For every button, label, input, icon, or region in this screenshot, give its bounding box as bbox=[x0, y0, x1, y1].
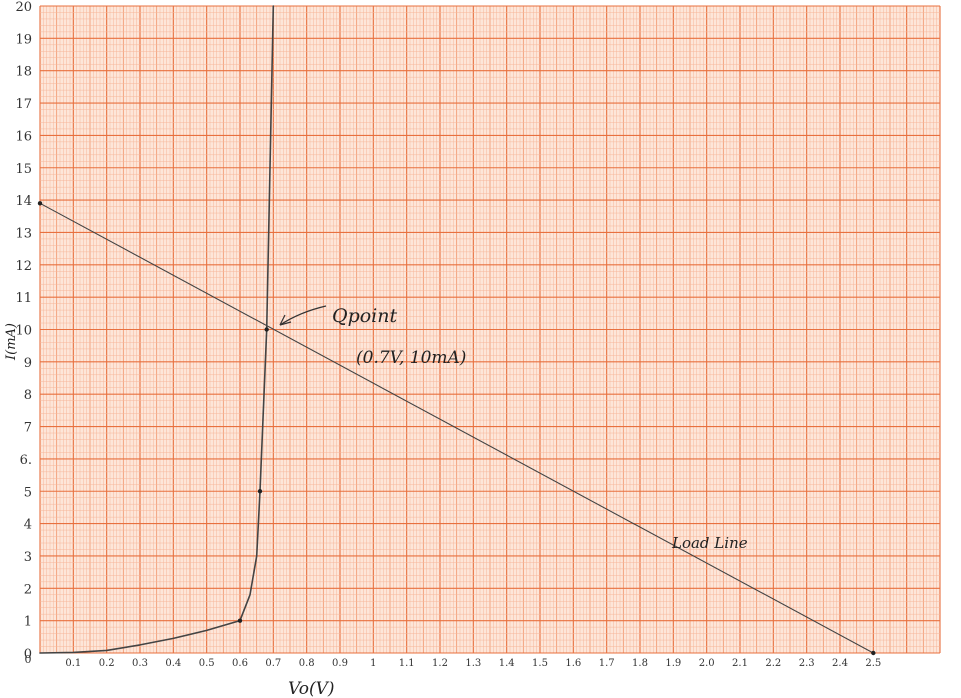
markers bbox=[37, 201, 876, 656]
x-tick-label: 1.4 bbox=[499, 658, 515, 669]
data-point-marker bbox=[871, 650, 876, 656]
y-tick-label: 3 bbox=[24, 550, 32, 565]
x-tick-label: 2.3 bbox=[799, 658, 815, 669]
data-point-marker bbox=[37, 201, 43, 206]
y-tick-label: 5 bbox=[24, 485, 32, 500]
y-tick-label: 15 bbox=[15, 162, 32, 177]
y-axis-label: I(mA) bbox=[4, 323, 19, 361]
data-point-marker bbox=[264, 327, 269, 332]
x-axis-label: Vo(V) bbox=[288, 679, 335, 698]
x-tick-labels: 0 0.1 0.2 0.3 0.4 0.5 0.6 0.7 0.8 0.9 1 1.1 1.2 1.3 1.… bbox=[25, 653, 882, 669]
x-tick-label: 2.2 bbox=[765, 658, 781, 669]
x-tick-label: 0.2 bbox=[99, 658, 115, 669]
x-tick-label: 0.3 bbox=[132, 658, 148, 669]
qpoint-arrow bbox=[279, 305, 327, 326]
x-tick-label: 0.6 bbox=[232, 658, 248, 669]
y-tick-label: 7 bbox=[24, 421, 32, 436]
qpoint-label: Qpoint bbox=[332, 305, 397, 327]
load-line bbox=[39, 202, 874, 654]
x-tick-label: 2.5 bbox=[865, 658, 881, 669]
data-point-marker bbox=[237, 618, 243, 623]
x-tick-label: 1.3 bbox=[465, 658, 481, 669]
x-tick-label: 1.7 bbox=[599, 658, 615, 669]
y-tick-label: 12 bbox=[15, 259, 32, 274]
x-tick-label: 2.0 bbox=[699, 658, 715, 669]
y-tick-label: 11 bbox=[15, 291, 32, 306]
x-tick-label: 0 bbox=[25, 653, 32, 666]
y-tick-label: 0 bbox=[24, 647, 32, 662]
y-tick-label: 8 bbox=[24, 388, 32, 403]
data-point-marker bbox=[257, 489, 263, 494]
x-tick-label: 0.4 bbox=[165, 658, 181, 669]
x-tick-label: 1.5 bbox=[532, 658, 548, 669]
x-tick-label: 1.6 bbox=[565, 658, 581, 669]
y-tick-label: 6. bbox=[20, 453, 32, 468]
y-tick-label: 13 bbox=[15, 226, 32, 241]
x-tick-label: 1 bbox=[370, 658, 376, 669]
load-line-label: Load Line bbox=[671, 534, 748, 552]
x-tick-label: 0.1 bbox=[65, 658, 81, 669]
qpoint-value: (0.7V, 10mA) bbox=[356, 348, 466, 368]
x-tick-label: 0.9 bbox=[332, 658, 348, 669]
y-tick-label: 1 bbox=[24, 615, 32, 630]
x-tick-label: 1.2 bbox=[432, 658, 448, 669]
x-tick-label: 0.7 bbox=[265, 658, 281, 669]
y-tick-label: 2 bbox=[24, 582, 32, 597]
x-tick-label: 0.8 bbox=[299, 658, 315, 669]
y-tick-label: 10 bbox=[15, 324, 32, 339]
y-tick-label: 17 bbox=[15, 97, 32, 112]
x-tick-label: 1.8 bbox=[632, 658, 648, 669]
x-tick-label: 2.1 bbox=[732, 658, 748, 669]
y-tick-label: 16 bbox=[15, 129, 32, 144]
y-tick-label: 4 bbox=[24, 518, 32, 533]
x-tick-label: 0.5 bbox=[199, 658, 215, 669]
y-tick-label: 20 bbox=[15, 0, 32, 15]
qpoint-arrow-head bbox=[279, 314, 292, 326]
x-tick-label: 2.4 bbox=[832, 658, 848, 669]
y-tick-label: 9 bbox=[24, 356, 32, 371]
grid bbox=[39, 5, 941, 654]
y-tick-label: 14 bbox=[15, 194, 32, 209]
x-tick-label: 1.9 bbox=[665, 658, 681, 669]
x-tick-label: 1.1 bbox=[399, 658, 415, 669]
y-tick-label: 18 bbox=[15, 65, 32, 80]
y-tick-label: 19 bbox=[15, 32, 32, 47]
